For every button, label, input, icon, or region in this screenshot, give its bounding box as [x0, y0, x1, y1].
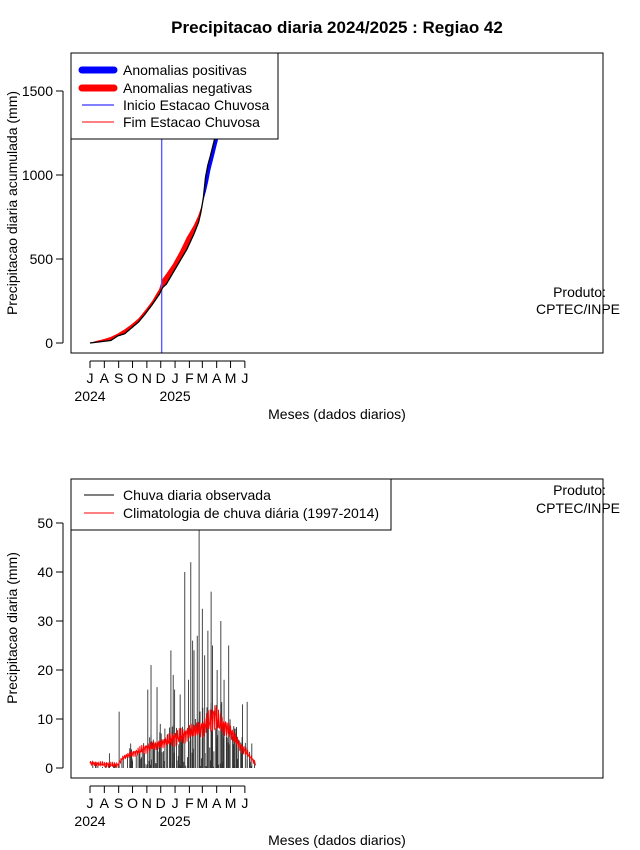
x-tick-label: A: [212, 370, 222, 386]
x-tick-label: M: [197, 370, 209, 386]
x-tick-label: A: [100, 370, 110, 386]
x-tick-label: M: [225, 795, 237, 811]
plot-frame: [70, 52, 604, 354]
legend-label-observed: Chuva diaria observada: [123, 487, 271, 503]
year-label: 2025: [159, 813, 190, 829]
legend-label-positive: Anomalias positivas: [123, 62, 247, 78]
year-label: 2025: [159, 388, 190, 404]
x-axis-label: Meses (dados diarios): [268, 406, 406, 422]
x-tick-label: J: [241, 370, 248, 386]
x-tick-label: S: [114, 795, 123, 811]
y-tick-label: 500: [30, 251, 54, 267]
legend-box: [70, 478, 392, 531]
x-tick-label: O: [127, 795, 138, 811]
credit-line-2: CPTEC/INPE: [536, 500, 620, 516]
year-label: 2024: [74, 388, 105, 404]
legend-label-negative: Anomalias negativas: [123, 80, 252, 96]
y-axis: 0 10 20 30 40 50: [37, 515, 64, 776]
x-tick-label: J: [172, 370, 179, 386]
credit-line-1: Produto:: [553, 482, 606, 498]
x-tick-label: A: [212, 795, 222, 811]
x-tick-label: J: [172, 795, 179, 811]
x-tick-label: O: [127, 370, 138, 386]
x-tick-label: D: [156, 795, 166, 811]
x-tick-label: M: [197, 795, 209, 811]
x-tick-label: J: [241, 795, 248, 811]
y-tick-label: 10: [37, 711, 53, 727]
x-tick-label: J: [87, 370, 94, 386]
y-axis-label: Precipitacao diaria acumulada (mm): [4, 91, 20, 315]
climatology-line: [89, 705, 256, 768]
legend-label-end: Fim Estacao Chuvosa: [123, 114, 260, 130]
x-axis-label: Meses (dados diarios): [268, 832, 406, 848]
y-axis-label: Precipitacao diaria (mm): [4, 552, 20, 704]
x-tick-label: A: [100, 795, 110, 811]
x-tick-label: J: [87, 795, 94, 811]
x-tick-label: D: [156, 370, 166, 386]
x-tick-label: M: [225, 370, 237, 386]
legend: Anomalias positivas Anomalias negativas …: [70, 52, 279, 140]
y-tick-label: 30: [37, 613, 53, 629]
x-tick-label: N: [142, 370, 152, 386]
year-label: 2024: [74, 813, 105, 829]
y-tick-label: 1000: [22, 167, 53, 183]
x-tick-label: N: [142, 795, 152, 811]
credit-line-2: CPTEC/INPE: [536, 301, 620, 317]
y-tick-label: 1500: [22, 83, 53, 99]
x-tick-label: F: [185, 370, 194, 386]
legend: Chuva diaria observada Climatologia de c…: [70, 478, 392, 531]
x-tick-label: F: [185, 795, 194, 811]
credit-line-1: Produto:: [553, 284, 606, 300]
y-tick-label: 50: [37, 515, 53, 531]
y-tick-label: 0: [45, 335, 53, 351]
y-tick-label: 20: [37, 662, 53, 678]
y-axis: 0 500 1000 1500: [22, 83, 64, 351]
legend-label-climatology: Climatologia de chuva diária (1997-2014): [123, 505, 379, 521]
legend-label-start: Inicio Estacao Chuvosa: [123, 97, 270, 113]
y-tick-label: 0: [45, 760, 53, 776]
chart-title: Precipitacao diaria 2024/2025 : Regiao 4…: [171, 18, 503, 37]
y-tick-label: 40: [37, 564, 53, 580]
x-tick-label: S: [114, 370, 123, 386]
